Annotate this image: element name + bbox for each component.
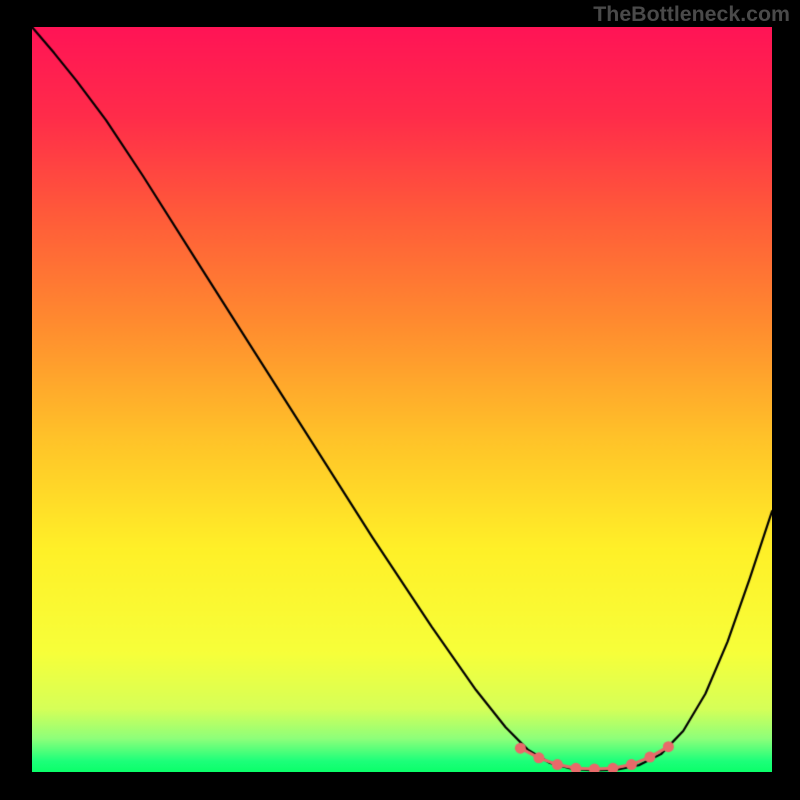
plot-area <box>32 27 772 772</box>
bottleneck-chart-canvas <box>32 27 772 772</box>
chart-container: TheBottleneck.com <box>0 0 800 800</box>
watermark-text: TheBottleneck.com <box>593 2 790 27</box>
